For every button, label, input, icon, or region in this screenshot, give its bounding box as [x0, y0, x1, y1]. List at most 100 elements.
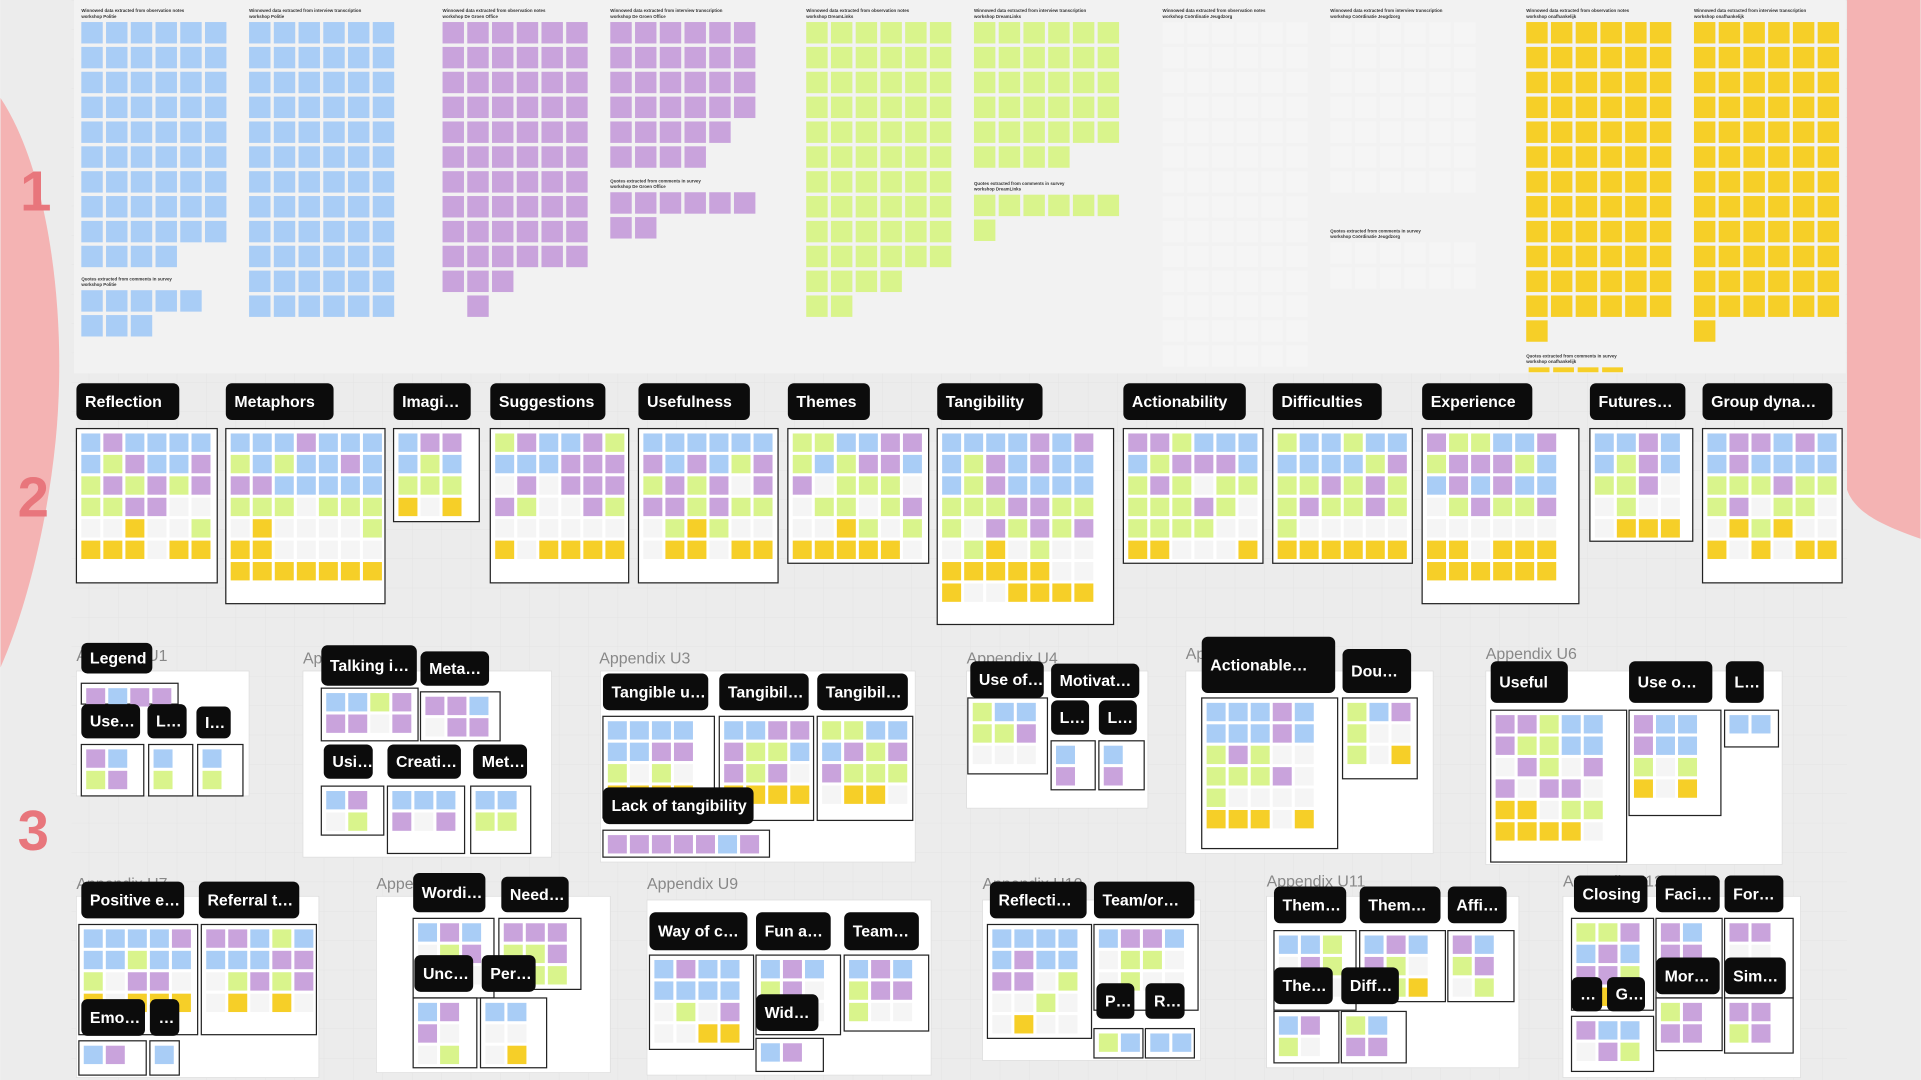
sticky-note — [206, 993, 226, 1013]
sticky-note — [855, 46, 878, 69]
sticky-note — [724, 721, 744, 740]
sticky-note — [583, 497, 603, 517]
sticky-note — [1097, 194, 1120, 217]
sticky-note — [125, 540, 145, 559]
sticky-note — [1286, 196, 1308, 218]
sticky-note — [1718, 96, 1741, 119]
sticky-note — [866, 721, 886, 740]
sticky-note — [1286, 320, 1308, 342]
sticky-note — [1097, 121, 1120, 143]
sticky-note — [1014, 929, 1034, 948]
sticky-note — [830, 295, 853, 317]
sticky-note — [130, 22, 153, 44]
sticky-note — [273, 220, 296, 243]
sticky-note — [698, 981, 718, 1000]
sticky-note — [1471, 497, 1491, 517]
sticky-note — [929, 96, 952, 119]
sticky-note — [541, 22, 563, 44]
sticky-note — [1343, 519, 1363, 538]
sticky-note — [1718, 295, 1741, 317]
sticky-note — [1616, 497, 1636, 517]
sticky-note — [942, 433, 962, 452]
sticky-note — [298, 46, 320, 69]
sticky-note — [654, 960, 674, 979]
sticky-note — [964, 540, 984, 559]
sticky-note — [180, 146, 202, 168]
label-tag-text: Meta… — [429, 661, 481, 678]
sticky-note — [204, 22, 227, 44]
column-heading: Winnowed data extracted from interview t… — [248, 8, 362, 19]
sticky-note — [880, 433, 900, 452]
sticky-note — [709, 540, 729, 559]
sticky-note — [1575, 22, 1598, 44]
sticky-note — [1693, 121, 1716, 143]
sticky-note — [298, 220, 320, 243]
sticky-note — [81, 454, 101, 474]
sticky-note — [905, 146, 927, 168]
sticky-note — [1649, 22, 1672, 44]
sticky-note — [1649, 295, 1672, 317]
label-tag-text: L… — [1107, 710, 1133, 727]
sticky-note — [1261, 270, 1283, 293]
sticky-note — [1300, 935, 1320, 954]
sticky-note — [1768, 220, 1790, 243]
sticky-note — [1495, 736, 1515, 755]
sticky-note — [495, 476, 515, 495]
sticky-note — [1008, 519, 1028, 538]
sticky-note — [153, 770, 173, 790]
sticky-note — [1583, 736, 1603, 755]
sticky-note — [1620, 1021, 1640, 1040]
sticky-note — [103, 476, 123, 495]
sticky-note — [1768, 121, 1790, 143]
sticky-note — [1120, 950, 1140, 970]
sticky-note — [1537, 519, 1557, 538]
sticky-note — [1272, 810, 1292, 829]
label-tag-text: Futures… — [1598, 394, 1672, 411]
sticky-note — [1164, 929, 1184, 948]
sticky-note — [1427, 454, 1447, 474]
sticky-note — [1072, 71, 1095, 94]
sticky-note — [684, 121, 706, 143]
label-tag-text: Mor… — [1665, 968, 1710, 985]
sticky-note — [792, 433, 812, 452]
sticky-note — [425, 718, 445, 737]
sticky-note — [836, 519, 856, 538]
sticky-note — [1817, 96, 1840, 119]
sticky-note — [1539, 736, 1559, 755]
sticky-note — [814, 476, 834, 495]
sticky-note — [1649, 146, 1672, 168]
sticky-note — [1048, 22, 1070, 44]
sticky-note — [1625, 121, 1647, 143]
sticky-note — [1625, 22, 1647, 44]
sticky-note — [130, 46, 153, 69]
sticky-note — [1343, 454, 1363, 474]
sticky-note — [106, 220, 128, 243]
sticky-note — [106, 146, 128, 168]
sticky-note — [830, 46, 853, 69]
sticky-note — [1575, 245, 1598, 268]
column-heading: Winnowed data extracted from observation… — [1525, 8, 1629, 19]
sticky-note — [673, 835, 693, 854]
sticky-note — [1299, 497, 1319, 517]
sticky-note — [1817, 497, 1837, 517]
label-tag-text: Reflecti… — [998, 892, 1071, 909]
sticky-note — [323, 121, 345, 143]
sticky-note — [880, 519, 900, 538]
label-tag — [1273, 886, 1347, 924]
sticky-note — [1187, 22, 1209, 44]
sticky-note — [1729, 540, 1749, 559]
sticky-note — [323, 46, 345, 69]
label-tag — [490, 383, 606, 420]
sticky-note — [1286, 345, 1308, 367]
sticky-note — [665, 476, 685, 495]
sticky-note — [1098, 1033, 1118, 1052]
sticky-note — [1172, 454, 1192, 474]
heading-workshop: workshop Coördinatie Jeugdzorg — [1162, 14, 1233, 19]
heading-workshop: workshop onafhankelijk — [1525, 359, 1577, 364]
sticky-note — [1343, 433, 1363, 452]
sticky-note — [507, 1024, 527, 1043]
sticky-note — [893, 1002, 913, 1022]
sticky-note — [687, 519, 707, 538]
sticky-note — [340, 497, 360, 517]
sticky-note — [1429, 121, 1451, 143]
